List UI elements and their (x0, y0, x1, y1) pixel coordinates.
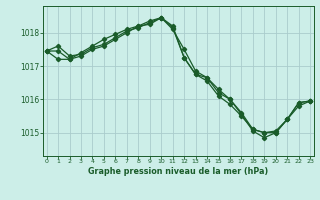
X-axis label: Graphe pression niveau de la mer (hPa): Graphe pression niveau de la mer (hPa) (88, 167, 268, 176)
